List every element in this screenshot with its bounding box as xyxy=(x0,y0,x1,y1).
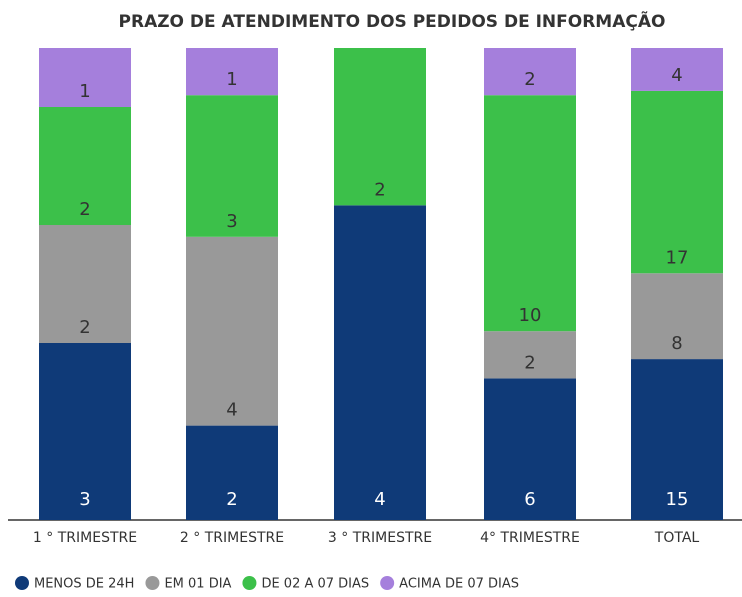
bar-segment xyxy=(484,48,576,96)
data-label: 10 xyxy=(519,305,542,326)
bar-segment xyxy=(334,205,426,521)
bar-segment xyxy=(631,48,723,91)
data-label: 4 xyxy=(374,489,385,510)
chart-title: PRAZO DE ATENDIMENTO DOS PEDIDOS DE INFO… xyxy=(119,9,666,32)
x-tick-label: 3 ° TRIMESTRE xyxy=(328,530,432,546)
x-tick-label: 4° TRIMESTRE xyxy=(480,530,580,546)
bar-segment xyxy=(39,225,131,343)
bar-segment xyxy=(484,331,576,379)
data-label: 4 xyxy=(671,65,682,86)
bar-segment xyxy=(186,236,278,426)
legend-label: EM 01 DIA xyxy=(164,577,231,592)
bar-segment xyxy=(186,95,278,237)
bar-segment xyxy=(186,48,278,96)
bar-segment xyxy=(631,90,723,274)
legend-swatch xyxy=(145,576,160,590)
bar-segment xyxy=(186,425,278,520)
data-label: 2 xyxy=(524,352,535,373)
bar-segment xyxy=(484,95,576,332)
bar-segment xyxy=(631,359,723,520)
legend-swatch xyxy=(242,576,257,590)
data-label: 3 xyxy=(79,489,90,510)
data-label: 4 xyxy=(226,400,237,421)
data-label: 3 xyxy=(226,211,237,232)
legend-label: DE 02 A 07 DIAS xyxy=(261,577,369,592)
x-tick-label: 1 ° TRIMESTRE xyxy=(33,530,137,546)
data-label: 2 xyxy=(374,179,385,200)
data-label: 17 xyxy=(666,247,689,268)
bar-segment xyxy=(39,343,131,520)
data-label: 2 xyxy=(79,199,90,220)
data-label: 8 xyxy=(671,333,682,354)
legend-swatch xyxy=(380,576,395,590)
data-label: 2 xyxy=(226,489,237,510)
x-tick-label: 2 ° TRIMESTRE xyxy=(180,530,284,546)
bar-segment xyxy=(484,378,576,520)
data-label: 15 xyxy=(666,489,689,510)
bar-segment xyxy=(39,107,131,225)
legend-swatch xyxy=(15,576,29,590)
legend-label: MENOS DE 24H xyxy=(34,577,134,592)
data-label: 2 xyxy=(79,317,90,338)
data-label: 1 xyxy=(79,81,90,102)
legend-label: ACIMA DE 07 DIAS xyxy=(399,577,519,592)
bar-segment xyxy=(631,273,723,360)
x-tick-label: TOTAL xyxy=(654,530,700,546)
data-label: 1 xyxy=(226,69,237,90)
bar-segment xyxy=(39,48,131,107)
bar-segment xyxy=(334,48,426,206)
data-label: 2 xyxy=(524,69,535,90)
data-label: 6 xyxy=(524,489,535,510)
